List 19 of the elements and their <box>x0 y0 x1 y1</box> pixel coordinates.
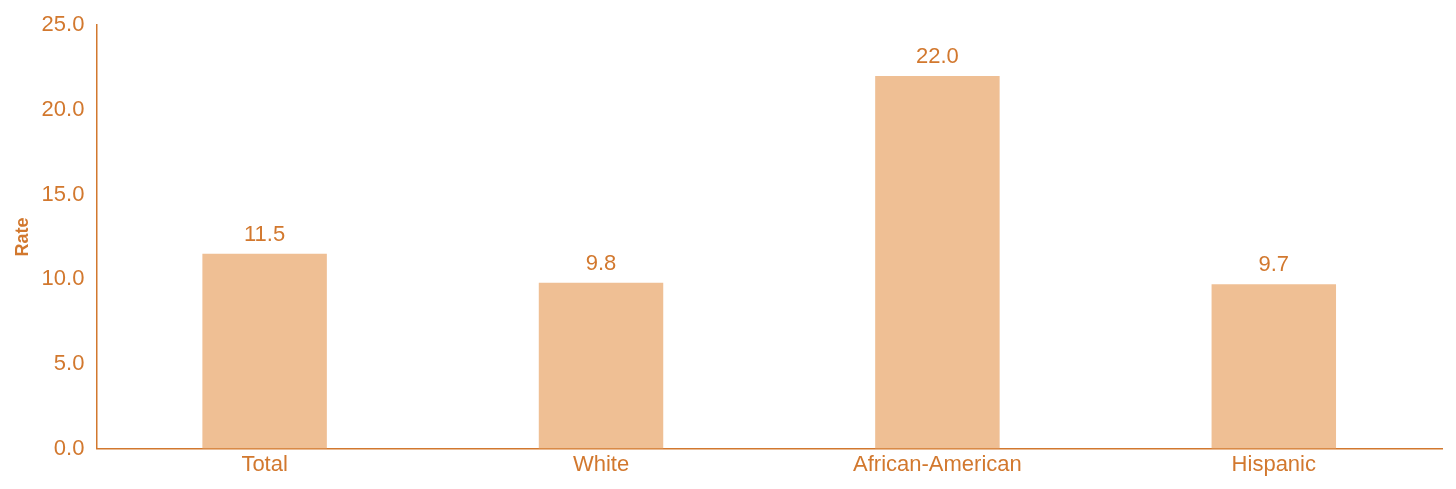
y-tick-label: 0.0 <box>53 434 85 460</box>
data-label: 9.7 <box>1258 251 1290 277</box>
bar <box>202 253 327 449</box>
y-tick-label: 15.0 <box>41 180 85 206</box>
y-tick-label: 10.0 <box>41 265 85 291</box>
y-tick-label: 25.0 <box>41 11 85 37</box>
x-tick-label: Total <box>241 450 288 476</box>
x-tick-label: White <box>572 450 630 476</box>
bar <box>538 282 664 449</box>
y-axis-title: Rate <box>11 217 32 257</box>
data-label: 22.0 <box>915 43 959 69</box>
y-tick-label: 5.0 <box>53 349 85 375</box>
bar <box>1211 284 1337 449</box>
data-label: 11.5 <box>244 220 286 246</box>
x-tick-label: African-American <box>853 450 1022 476</box>
y-tick-label: 20.0 <box>41 95 85 121</box>
x-tick-label: Hispanic <box>1231 450 1316 476</box>
bar <box>875 76 1000 449</box>
data-label: 9.8 <box>585 249 617 275</box>
